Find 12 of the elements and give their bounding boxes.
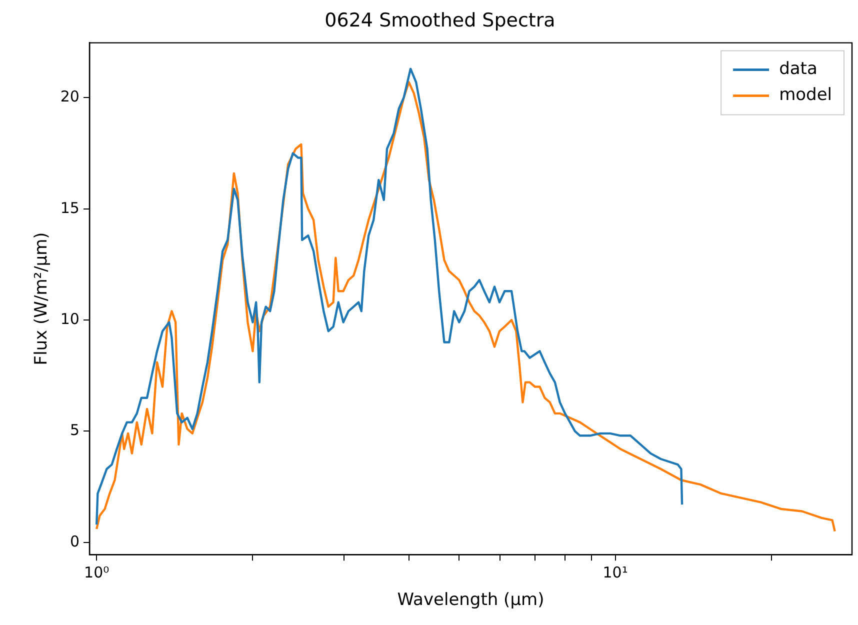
legend-label: data <box>779 59 818 80</box>
y-axis-title: Flux (W/m²/μm) <box>32 232 52 366</box>
x-tick-label: 10⁰ <box>84 563 110 582</box>
legend-label: model <box>779 85 832 106</box>
y-tick-label: 15 <box>60 198 80 217</box>
y-tick-label: 5 <box>70 421 80 440</box>
chart-title: 0624 Smoothed Spectra <box>324 9 556 32</box>
x-axis-title: Wavelength (μm) <box>397 590 544 610</box>
y-tick-label: 0 <box>70 532 80 550</box>
y-tick-label: 20 <box>60 88 80 106</box>
y-tick-label: 10 <box>60 310 80 328</box>
x-tick-label: 10¹ <box>602 563 628 582</box>
